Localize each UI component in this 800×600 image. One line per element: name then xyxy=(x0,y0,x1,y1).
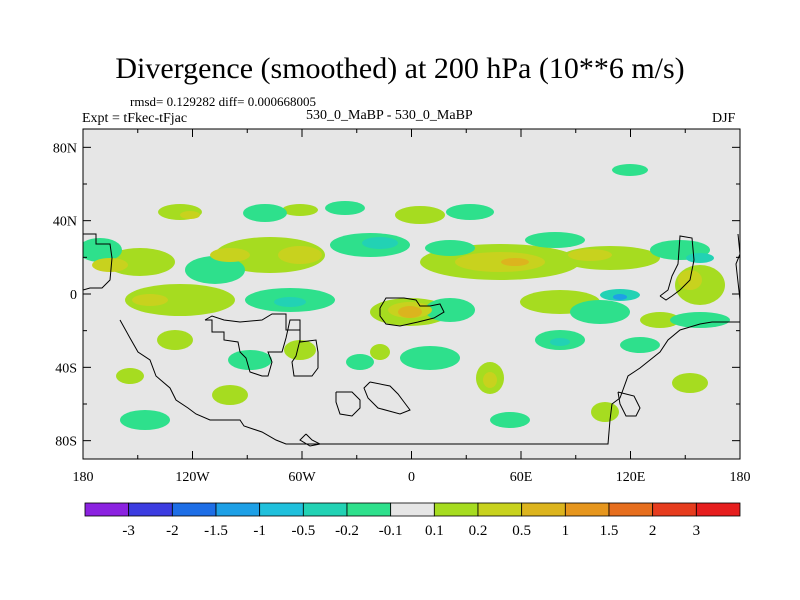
case-label: 530_0_MaBP - 530_0_MaBP xyxy=(306,108,473,123)
colorbar-label: 1.5 xyxy=(600,523,619,539)
colorbar-swatch xyxy=(477,502,523,517)
colorbar-label: -3 xyxy=(122,523,135,539)
chart-title: Divergence (smoothed) at 200 hPa (10**6 … xyxy=(115,52,685,85)
colorbar-swatch xyxy=(215,502,261,517)
x-tick-label: 120E xyxy=(616,470,646,485)
colorbar-swatch xyxy=(346,502,392,517)
colorbar-label: -1 xyxy=(253,523,266,539)
negative-strong-regions xyxy=(613,294,627,300)
colorbar-label: -2 xyxy=(166,523,179,539)
x-tick-label: 180 xyxy=(730,470,751,485)
colorbar-swatch xyxy=(259,502,304,517)
colorbar-label: -0.1 xyxy=(379,523,403,539)
colorbar-swatch xyxy=(608,502,654,517)
field-blobs xyxy=(83,164,730,430)
y-tick-label: 40N xyxy=(53,215,77,230)
colorbar-label: 3 xyxy=(693,523,701,539)
negative-moderate-regions xyxy=(274,237,714,346)
colorbar-swatch xyxy=(433,502,479,517)
colorbar-swatch xyxy=(390,502,435,517)
colorbar-swatch xyxy=(695,502,741,517)
colorbar-swatch xyxy=(128,502,173,517)
x-tick-label: 0 xyxy=(408,470,415,485)
colorbar-label: -1.5 xyxy=(204,523,228,539)
x-tick-label: 120W xyxy=(175,470,210,485)
x-tick-label: 60E xyxy=(510,470,533,485)
x-tick-label: 180 xyxy=(73,470,94,485)
colorbar-swatch xyxy=(171,502,217,517)
season-label: DJF xyxy=(712,111,736,126)
colorbar-swatch xyxy=(652,502,697,517)
x-tick-label: 60W xyxy=(288,470,316,485)
colorbar-swatch xyxy=(302,502,348,517)
stats-label: rmsd= 0.129282 diff= 0.000668005 xyxy=(130,94,316,109)
colorbar-label: -0.2 xyxy=(335,523,359,539)
colorbar-swatch xyxy=(521,502,566,517)
colorbar-label: -0.5 xyxy=(291,523,315,539)
colorbar-label: 0.1 xyxy=(425,523,444,539)
y-tick-label: 80S xyxy=(55,435,77,450)
colorbar: -3 -2 -1.5 -1 -0.5 -0.2 -0.1 0.1 0.2 0.5 1 1.5 2 3 xyxy=(84,502,741,539)
colorbar-label: 2 xyxy=(649,523,657,539)
experiment-label: Expt = tFkec-tFjac xyxy=(82,111,188,126)
y-tick-label: 80N xyxy=(53,141,77,156)
coastlines xyxy=(83,233,740,447)
axis-tick-labels: 180 120W 60W 0 60E 120E 180 80N 40N 0 40S 80S xyxy=(53,141,751,485)
colorbar-label: 1 xyxy=(562,523,570,539)
y-tick-label: 40S xyxy=(55,361,77,376)
colorbar-swatch xyxy=(84,502,130,517)
colorbar-label: 0.5 xyxy=(512,523,531,539)
colorbar-swatch xyxy=(564,502,610,517)
axis-ticks xyxy=(82,129,741,459)
positive-strong-regions xyxy=(398,258,529,318)
y-tick-label: 0 xyxy=(70,288,77,303)
colorbar-label: 0.2 xyxy=(469,523,488,539)
